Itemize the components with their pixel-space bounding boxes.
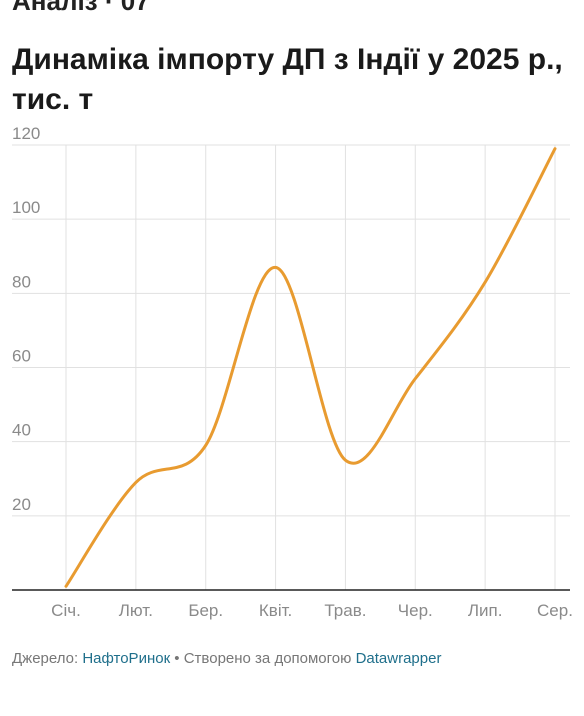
x-tick-label: Чер. [398,601,433,620]
x-tick-label: Січ. [51,601,81,620]
y-tick-label: 60 [12,347,31,366]
chart-title: Динаміка імпорту ДП з Індії у 2025 р., т… [12,43,563,116]
x-tick-label: Сер. [537,601,573,620]
footer-middle: • Створено за допомогою [170,650,356,667]
y-tick-label: 40 [12,421,31,440]
source-prefix: Джерело: [12,650,83,667]
cut-off-heading: Аналіз · 07 [12,0,150,16]
x-tick-label: Лют. [119,601,153,620]
y-tick-label: 20 [12,495,31,514]
x-tick-label: Квіт. [259,601,292,620]
y-tick-label: 100 [12,198,40,217]
x-tick-label: Бер. [188,601,223,620]
x-tick-label: Лип. [468,601,503,620]
x-axis-ticks: Січ. Лют. Бер. Квіт. Трав. Чер. Лип. Сер. [51,601,573,620]
source-link[interactable]: НафтоРинок [82,650,171,667]
y-tick-label: 80 [12,272,31,291]
source-footer: Джерело: НафтоРинок • Створено за допомо… [12,650,441,667]
series-line [64,147,557,588]
grid-lines [12,144,570,590]
x-tick-label: Трав. [324,601,366,620]
y-tick-label: 120 [12,124,40,143]
y-axis-ticks: 20 40 60 80 100 120 [12,124,40,514]
datawrapper-link[interactable]: Datawrapper [355,650,442,667]
